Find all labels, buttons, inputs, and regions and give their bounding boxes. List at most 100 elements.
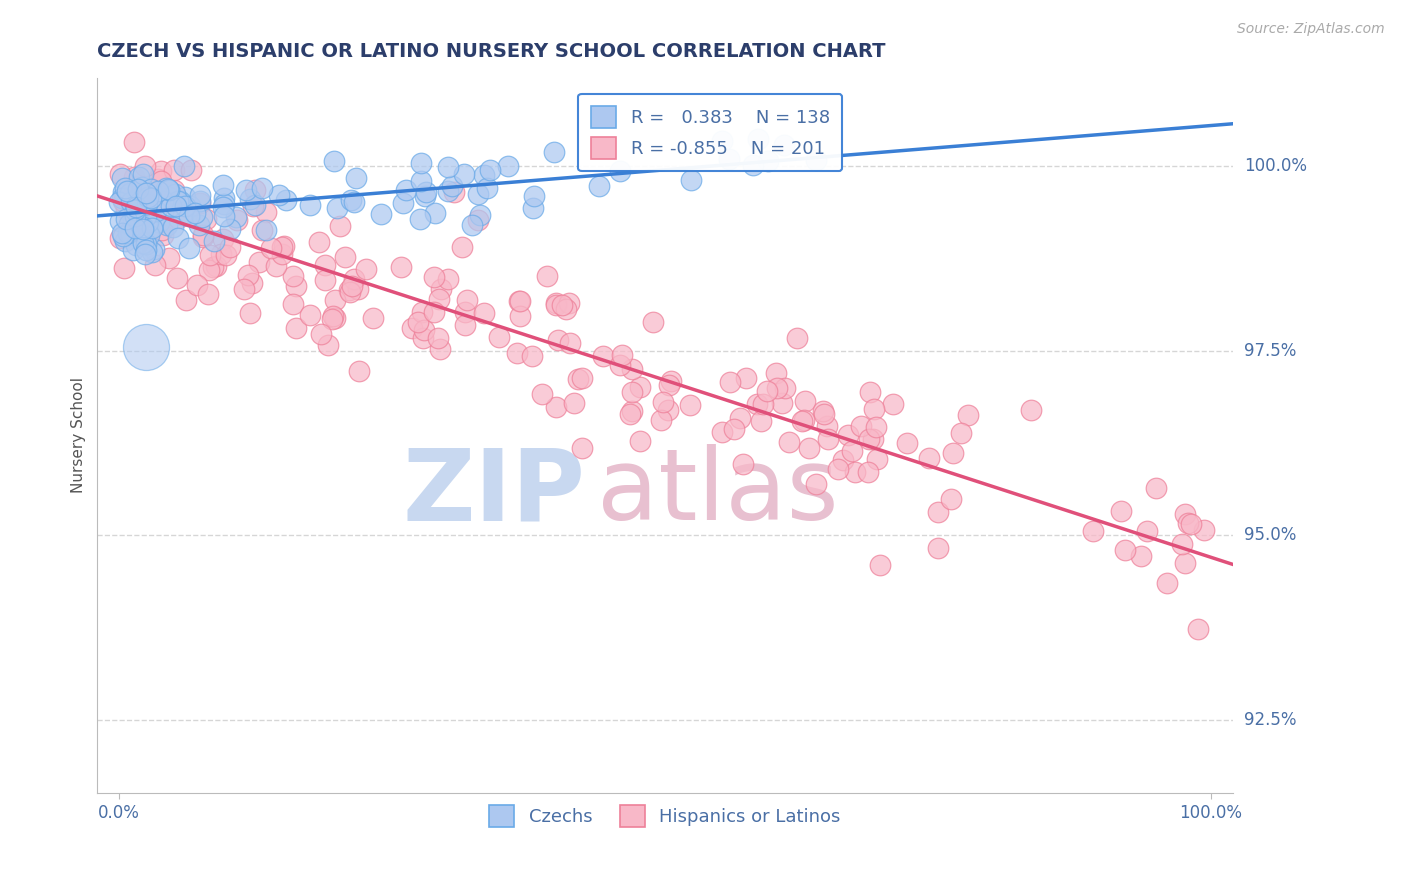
Point	[411, 305, 433, 319]
Point	[440, 179, 463, 194]
Point	[254, 205, 277, 219]
Point	[225, 212, 247, 227]
Point	[163, 186, 186, 201]
Point	[166, 199, 188, 213]
Point	[135, 237, 157, 252]
Point	[157, 190, 180, 204]
Point	[117, 226, 139, 240]
Point	[125, 200, 148, 214]
Point	[141, 221, 163, 235]
Point	[339, 285, 361, 299]
Point	[135, 186, 157, 200]
Point	[174, 190, 197, 204]
Point	[124, 203, 146, 218]
Point	[157, 251, 180, 265]
Point	[678, 398, 700, 412]
Point	[927, 541, 949, 555]
Point	[832, 452, 855, 467]
Point	[204, 234, 226, 248]
Point	[506, 346, 529, 360]
Point	[927, 506, 949, 520]
Point	[212, 191, 235, 205]
Point	[770, 396, 793, 410]
Text: 97.5%: 97.5%	[1244, 342, 1296, 359]
Point	[179, 209, 201, 223]
Point	[173, 159, 195, 173]
Point	[354, 262, 377, 277]
Point	[122, 135, 145, 149]
Point	[188, 188, 211, 202]
Point	[741, 158, 763, 172]
Point	[187, 218, 209, 232]
Point	[652, 394, 675, 409]
Point	[427, 293, 450, 307]
Point	[851, 419, 873, 434]
Point	[260, 241, 283, 255]
Point	[323, 311, 346, 326]
Point	[558, 335, 581, 350]
Point	[177, 241, 200, 255]
Point	[806, 153, 828, 168]
Point	[765, 366, 787, 380]
Point	[942, 446, 965, 460]
Point	[323, 293, 346, 308]
Point	[793, 394, 815, 409]
Point	[281, 297, 304, 311]
Point	[592, 349, 614, 363]
Point	[129, 207, 152, 221]
Point	[429, 282, 451, 296]
Point	[211, 200, 233, 214]
Point	[544, 295, 567, 310]
Point	[211, 232, 233, 246]
Point	[322, 309, 344, 323]
Point	[342, 279, 364, 293]
Point	[766, 381, 789, 395]
Point	[152, 227, 174, 242]
Point	[215, 248, 238, 262]
Point	[249, 255, 271, 269]
Point	[477, 181, 499, 195]
Point	[134, 199, 156, 213]
Point	[110, 214, 132, 228]
Point	[326, 201, 349, 215]
Point	[488, 329, 510, 343]
Point	[269, 188, 291, 202]
Point	[152, 222, 174, 236]
Point	[115, 184, 138, 198]
Point	[122, 178, 145, 193]
Text: atlas: atlas	[596, 444, 838, 541]
Point	[467, 187, 489, 202]
Point	[423, 305, 446, 319]
Point	[271, 240, 294, 254]
Point	[609, 358, 631, 372]
Point	[129, 188, 152, 202]
Point	[804, 476, 827, 491]
Point	[131, 191, 153, 205]
Point	[454, 305, 477, 319]
Point	[344, 171, 367, 186]
Point	[467, 213, 489, 227]
Point	[337, 283, 360, 297]
Point	[285, 278, 308, 293]
Point	[120, 228, 142, 243]
Point	[111, 194, 134, 208]
Point	[191, 228, 214, 243]
Point	[169, 194, 191, 209]
Point	[156, 218, 179, 232]
Point	[628, 379, 651, 393]
Point	[679, 173, 702, 187]
Point	[174, 199, 197, 213]
Point	[347, 282, 370, 296]
Point	[468, 208, 491, 222]
Point	[179, 199, 201, 213]
Point	[134, 247, 156, 261]
Point	[219, 240, 242, 254]
Point	[862, 401, 884, 416]
Point	[235, 183, 257, 197]
Point	[827, 462, 849, 476]
Point	[918, 450, 941, 465]
Point	[747, 131, 769, 145]
Point	[454, 318, 477, 332]
Point	[242, 199, 264, 213]
Point	[314, 273, 336, 287]
